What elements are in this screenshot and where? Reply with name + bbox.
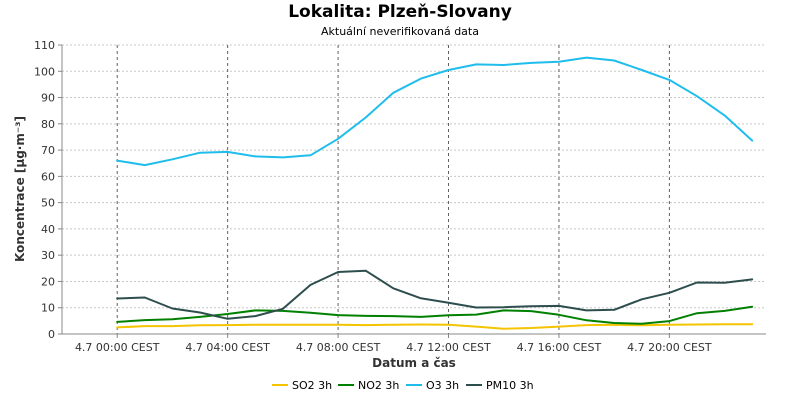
legend-label: PM10 3h [486, 379, 534, 392]
chart-subtitle: Aktuální neverifikovaná data [321, 25, 479, 38]
series-line-o3-3h [116, 56, 754, 167]
legend: SO2 3h NO2 3h O3 3h PM10 3h [272, 379, 534, 392]
x-tick-label: 4.7 00:00 CEST [75, 341, 160, 354]
y-tick-label: 50 [41, 197, 55, 210]
chart-title: Lokalita: Plzeň-Slovany [288, 2, 512, 22]
x-tick-label: 4.7 12:00 CEST [406, 341, 491, 354]
y-tick-label: 110 [34, 39, 55, 52]
x-tick-label: 4.7 16:00 CEST [517, 341, 602, 354]
x-axis-ticks: 4.7 00:00 CEST 4.7 04:00 CEST 4.7 08:00 CE… [75, 334, 712, 354]
y-tick-label: 20 [41, 275, 55, 288]
y-tick-label: 40 [41, 223, 55, 236]
series-line-pm10-3h [116, 269, 754, 320]
x-tick-label: 4.7 04:00 CEST [185, 341, 270, 354]
plot-area [62, 45, 766, 334]
legend-label: O3 3h [426, 379, 459, 392]
y-axis-ticks: 0 10 20 30 40 50 60 70 80 90 100 110 [34, 39, 62, 341]
y-axis-label: Koncentrace [µg·m⁻³] [13, 116, 27, 262]
series-group [116, 56, 754, 330]
x-tick-label: 4.7 08:00 CEST [296, 341, 381, 354]
y-tick-label: 10 [41, 302, 55, 315]
legend-label: SO2 3h [292, 379, 332, 392]
x-tick-label: 4.7 20:00 CEST [627, 341, 712, 354]
x-axis-label: Datum a čas [372, 356, 456, 370]
y-tick-label: 100 [34, 65, 55, 78]
y-tick-label: 90 [41, 92, 55, 105]
horizontal-grid [62, 44, 766, 309]
y-tick-label: 60 [41, 170, 55, 183]
series-line-no2-3h [116, 305, 754, 325]
vertical-grid [116, 45, 670, 334]
y-tick-label: 30 [41, 249, 55, 262]
y-tick-label: 70 [41, 144, 55, 157]
axes [61, 45, 766, 335]
y-tick-label: 0 [48, 328, 55, 341]
series-line-so2-3h [116, 323, 754, 330]
y-tick-label: 80 [41, 118, 55, 131]
legend-label: NO2 3h [358, 379, 399, 392]
